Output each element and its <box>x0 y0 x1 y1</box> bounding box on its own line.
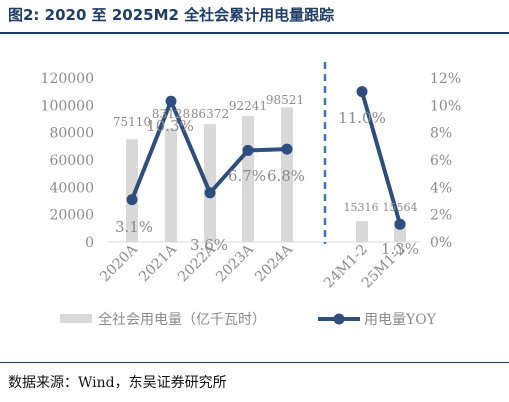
bar-value-label: 75110 <box>113 115 151 129</box>
yoy-point-24M1-2 <box>356 86 368 98</box>
bar-value-label: 83128 <box>152 107 190 121</box>
left-axis-ticks: 0 20000 40000 60000 80000 100000 120000 <box>41 71 94 251</box>
bar-value-label: 15564 <box>383 201 418 214</box>
legend-line-marker <box>333 313 345 325</box>
yoy-value-label: 3.1% <box>115 218 153 236</box>
source-rule <box>0 362 509 363</box>
yoy-value-label: 10.3% <box>146 117 194 135</box>
right-tick-label: 6% <box>430 153 452 169</box>
bar-value-label: 92241 <box>229 99 267 113</box>
legend-line-label: 用电量YOY <box>364 312 437 328</box>
right-axis-ticks: 0% 2% 4% 6% 8% 10% 12% <box>430 71 461 251</box>
right-tick-label: 8% <box>430 126 452 142</box>
category-label: 2021A <box>136 241 180 285</box>
yoy-value-label: 6.7% <box>228 167 266 185</box>
left-tick-label: 0 <box>85 235 94 251</box>
bar-2022A <box>204 123 216 242</box>
source-note: 数据来源：Wind，东吴证券研究所 <box>8 375 227 391</box>
bar-24M1-2 <box>356 221 368 242</box>
left-tick-label: 40000 <box>49 180 94 196</box>
yoy-point-2020A <box>126 194 138 206</box>
left-tick-label: 60000 <box>49 153 94 169</box>
left-tick-label: 120000 <box>41 71 94 87</box>
yoy-line-series <box>126 86 406 230</box>
yoy-value-label: 6.8% <box>267 167 305 185</box>
yoy-value-label: 11.0% <box>338 109 386 127</box>
yoy-value-label: 1.3% <box>381 240 419 258</box>
right-tick-label: 2% <box>430 208 452 224</box>
left-tick-label: 20000 <box>49 208 94 224</box>
yoy-point-2023A <box>242 144 254 156</box>
yoy-point-2022A <box>204 187 216 199</box>
category-label: 2024A <box>252 241 296 285</box>
bar-value-label: 98521 <box>266 93 304 107</box>
right-tick-label: 0% <box>430 235 452 251</box>
bar-2020A <box>126 139 138 242</box>
right-tick-label: 10% <box>430 98 461 114</box>
yoy-line-monthly <box>360 91 402 225</box>
title-rule <box>0 32 509 34</box>
right-tick-label: 4% <box>430 180 452 196</box>
yoy-value-label: 3.6% <box>190 236 228 254</box>
yoy-point-2024A <box>281 143 293 155</box>
legend-bar-swatch <box>60 314 92 323</box>
bar-2024A <box>281 107 293 242</box>
yoy-point-25M1-2 <box>394 218 406 230</box>
bar-value-label: 15316 <box>344 201 379 214</box>
left-tick-label: 80000 <box>49 126 94 142</box>
right-tick-label: 12% <box>430 71 461 87</box>
yoy-point-2021A <box>165 95 177 107</box>
yoy-value-labels: 3.1% 10.3% 3.6% 6.7% 6.8% 11.0% 1.3% <box>115 109 419 258</box>
legend-bar-label: 全社会用电量（亿千瓦时） <box>98 311 266 328</box>
bar-value-label: 86372 <box>191 107 229 121</box>
bar-2021A <box>165 128 177 242</box>
left-tick-label: 100000 <box>41 98 94 114</box>
category-label: 2020A <box>97 241 141 285</box>
legend: 全社会用电量（亿千瓦时） 用电量YOY <box>60 311 437 328</box>
figure-title: 图2: 2020 至 2025M2 全社会累计用电量跟踪 <box>8 6 335 24</box>
